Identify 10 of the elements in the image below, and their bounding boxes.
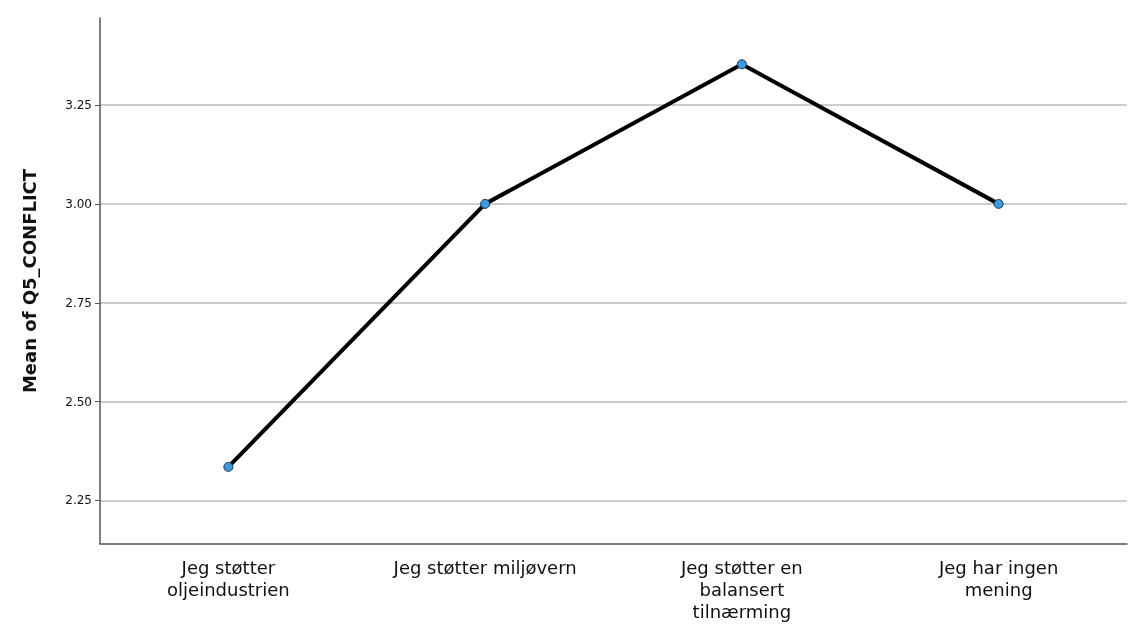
y-axis-title: Mean of Q5_CONFLICT	[18, 168, 40, 394]
y-tick-label: 2.50	[65, 394, 92, 409]
y-tick-label: 3.25	[65, 98, 92, 113]
x-tick-label: Jeg støtter oljeindustrien	[167, 556, 290, 600]
y-tick-label: 2.25	[65, 493, 92, 508]
y-tick-label: 2.75	[65, 295, 92, 310]
x-tick-label: Jeg støtter miljøvern	[392, 556, 577, 578]
x-tick-label: Jeg støtter en balansert tilnærming	[679, 556, 803, 622]
x-tick-label: Jeg har ingen mening	[937, 556, 1059, 600]
y-tick-label: 3.00	[65, 196, 92, 211]
